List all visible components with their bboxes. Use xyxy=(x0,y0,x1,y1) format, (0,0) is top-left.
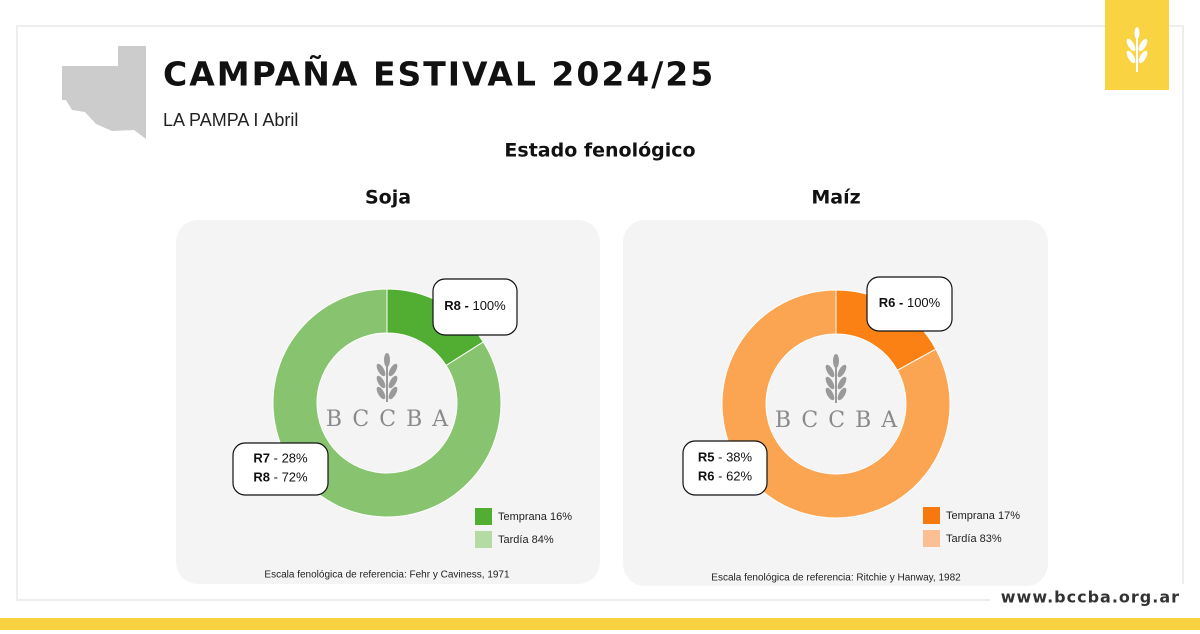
wheat-grain xyxy=(376,386,386,400)
callout-text: R6 - 62% xyxy=(698,469,753,484)
legend-label: Tardía xyxy=(946,533,977,545)
callout-stage: R6 - xyxy=(879,295,904,310)
callout-value: 100% xyxy=(907,295,941,310)
callout-stage: R8 xyxy=(253,470,270,485)
callout-text: R5 - 38% xyxy=(698,450,753,465)
wheat-grain xyxy=(837,364,847,378)
watermark-icon xyxy=(825,354,847,403)
section-title: Estado fenológico xyxy=(504,140,695,162)
watermark-icon xyxy=(376,353,398,402)
legend-text: Tardía 84% xyxy=(498,534,554,546)
callout-text: R7 - 28% xyxy=(253,451,308,466)
wheat-grain xyxy=(825,364,835,378)
callout-stage: R7 xyxy=(253,451,270,466)
callout-value: 100% xyxy=(472,298,506,313)
wheat-grain xyxy=(388,375,398,389)
wheat-grain xyxy=(384,353,390,367)
legend-text: Temprana 16% xyxy=(498,511,572,523)
wheat-grain xyxy=(388,363,398,377)
wheat-stem xyxy=(386,358,388,402)
legend-value: 17% xyxy=(998,510,1020,522)
wheat-grain xyxy=(837,376,847,390)
title: CAMPAÑA ESTIVAL 2024/25 xyxy=(163,54,715,94)
callout-box xyxy=(866,276,953,332)
source-note: Escala fenológica de referencia: Ritchie… xyxy=(711,573,961,584)
callout-text: R8 - 100% xyxy=(444,298,506,313)
wheat-grain xyxy=(825,376,835,390)
callout-value: - 38% xyxy=(718,450,752,465)
chart-title: Soja xyxy=(365,187,411,209)
wheat-grain xyxy=(833,354,839,368)
callout-box xyxy=(232,442,329,496)
legend-label: Tardía xyxy=(498,534,529,546)
logo-icon xyxy=(1126,27,1148,72)
callout-stage: R5 xyxy=(698,450,715,465)
callout-box xyxy=(432,278,518,336)
frame xyxy=(16,25,1184,601)
watermark-text: BCCBA xyxy=(326,407,458,432)
bottom-bar xyxy=(0,618,1200,630)
legend-text: Tardía 83% xyxy=(946,533,1002,545)
callout-value: - 72% xyxy=(274,470,308,485)
callout-text: R6 - 100% xyxy=(879,295,941,310)
legend-label: Temprana xyxy=(946,510,996,522)
callout-stage: R8 - xyxy=(444,298,469,313)
legend-text: Temprana 17% xyxy=(946,510,1020,522)
wheat-grain xyxy=(376,363,386,377)
donut-slice xyxy=(272,288,502,518)
legend-swatch xyxy=(923,507,940,524)
url-bg xyxy=(990,584,1200,620)
callout-stage: R6 xyxy=(698,469,715,484)
watermark-text: BCCBA xyxy=(775,408,907,433)
callout-box xyxy=(682,440,768,496)
subtitle: LA PAMPA I Abril xyxy=(163,110,298,130)
legend-swatch xyxy=(475,531,492,548)
wheat-stem xyxy=(835,359,837,403)
wheat-grain xyxy=(376,375,386,389)
legend-value: 84% xyxy=(532,534,554,546)
callout-value: - 28% xyxy=(274,451,308,466)
footer-url: www.bccba.org.ar xyxy=(1001,588,1180,607)
legend-value: 83% xyxy=(980,533,1002,545)
province-map xyxy=(62,46,146,139)
legend-value: 16% xyxy=(550,511,572,523)
legend-swatch xyxy=(923,530,940,547)
donut-slice xyxy=(721,289,951,519)
legend-swatch xyxy=(475,508,492,525)
callout-value: - 62% xyxy=(718,469,752,484)
callout-text: R8 - 72% xyxy=(253,470,308,485)
chart-title: Maíz xyxy=(811,187,860,209)
source-note: Escala fenológica de referencia: Fehr y … xyxy=(264,570,510,581)
wheat-grain xyxy=(837,387,847,401)
legend-label: Temprana xyxy=(498,511,548,523)
wheat-grain xyxy=(825,387,835,401)
wheat-grain xyxy=(388,386,398,400)
